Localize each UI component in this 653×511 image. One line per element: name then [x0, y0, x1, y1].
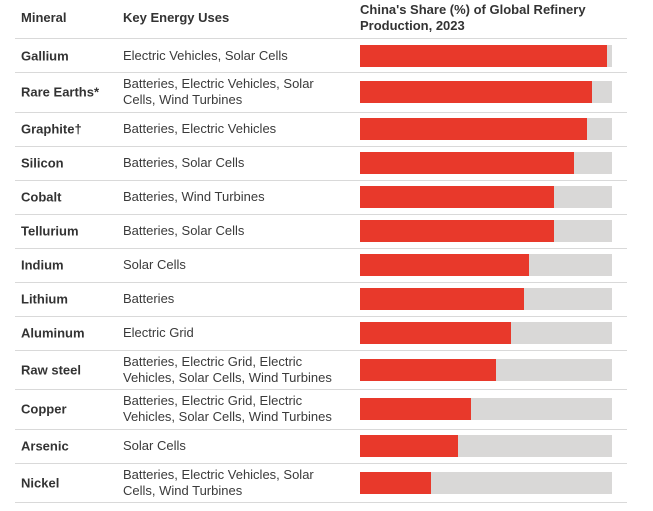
- table-row: Indium Solar Cells: [15, 249, 627, 283]
- mineral-name: Lithium: [21, 291, 68, 307]
- mineral-name: Graphite†: [21, 121, 82, 137]
- share-bar-track: [360, 81, 612, 104]
- share-bar-track: [360, 398, 612, 421]
- key-energy-uses: Batteries, Solar Cells: [123, 155, 245, 170]
- table-row: Raw steel Batteries, Electric Grid, Elect…: [15, 351, 627, 390]
- share-bar-track: [360, 152, 612, 174]
- mineral-name: Nickel: [21, 475, 60, 491]
- share-bar: [360, 152, 575, 174]
- share-bar: [360, 44, 607, 67]
- key-energy-uses: Electric Vehicles, Solar Cells: [123, 47, 288, 63]
- mineral-name: Aluminum: [21, 325, 85, 341]
- mineral-name: Rare Earths*: [21, 84, 100, 100]
- table-row: Cobalt Batteries, Wind Turbines: [15, 181, 627, 215]
- table-row: Aluminum Electric Grid: [15, 317, 627, 351]
- share-bar-track: [360, 220, 612, 242]
- table-header: Mineral Key Energy Uses China's Share (%…: [15, 0, 627, 39]
- mineral-name: Indium: [21, 257, 64, 273]
- share-bar: [360, 358, 497, 381]
- minerals-table: Mineral Key Energy Uses China's Share (%…: [15, 0, 627, 503]
- header-key-energy-uses: Key Energy Uses: [123, 10, 230, 25]
- key-energy-uses: Batteries, Electric Vehicles, Solar Cell…: [123, 76, 314, 108]
- header-mineral: Mineral: [21, 10, 67, 25]
- share-bar: [360, 81, 592, 104]
- key-energy-uses: Batteries, Solar Cells: [123, 223, 245, 238]
- table-row: Rare Earths* Batteries, Electric Vehicles…: [15, 73, 627, 113]
- table-row: Silicon Batteries, Solar Cells: [15, 147, 627, 181]
- table-body: Gallium Electric Vehicles, Solar Cells Rar…: [15, 39, 627, 503]
- table-row: Arsenic Solar Cells: [15, 430, 627, 464]
- mineral-name: Cobalt: [21, 189, 62, 205]
- table-row: Nickel Batteries, Electric Vehicles, Sola…: [15, 464, 627, 503]
- share-bar: [360, 220, 555, 242]
- share-bar-track: [360, 471, 612, 494]
- key-energy-uses: Batteries: [123, 291, 175, 306]
- key-energy-uses: Solar Cells: [123, 257, 186, 272]
- key-energy-uses: Batteries, Electric Vehicles, Solar Cell…: [123, 466, 314, 498]
- mineral-name: Silicon: [21, 155, 64, 171]
- share-bar: [360, 471, 431, 494]
- share-bar-track: [360, 288, 612, 310]
- share-bar: [360, 288, 524, 310]
- share-bar-track: [360, 254, 612, 276]
- key-energy-uses: Batteries, Electric Vehicles: [123, 121, 277, 136]
- mineral-name: Raw steel: [21, 362, 81, 378]
- table-row: Gallium Electric Vehicles, Solar Cells: [15, 39, 627, 73]
- key-energy-uses: Batteries, Electric Grid, Electric Vehic…: [123, 353, 332, 385]
- mineral-name: Tellurium: [21, 223, 79, 239]
- header-china-share: China's Share (%) of Global Refinery Pro…: [360, 2, 586, 33]
- share-bar: [360, 186, 555, 208]
- mineral-name: Arsenic: [21, 438, 69, 454]
- key-energy-uses: Batteries, Electric Grid, Electric Vehic…: [123, 393, 332, 425]
- key-energy-uses: Solar Cells: [123, 438, 186, 453]
- share-bar: [360, 435, 459, 457]
- share-bar: [360, 118, 587, 140]
- table-row: Graphite† Batteries, Electric Vehicles: [15, 113, 627, 147]
- share-bar: [360, 322, 512, 344]
- key-energy-uses: Electric Grid: [123, 325, 194, 340]
- table-row: Copper Batteries, Electric Grid, Electric…: [15, 390, 627, 430]
- mineral-name: Gallium: [21, 48, 69, 63]
- share-bar-track: [360, 44, 612, 67]
- share-bar-track: [360, 186, 612, 208]
- share-bar-track: [360, 118, 612, 140]
- key-energy-uses: Batteries, Wind Turbines: [123, 189, 265, 204]
- table-row: Lithium Batteries: [15, 283, 627, 317]
- share-bar-track: [360, 358, 612, 381]
- share-bar: [360, 398, 471, 421]
- share-bar: [360, 254, 529, 276]
- share-bar-track: [360, 322, 612, 344]
- share-bar-track: [360, 435, 612, 457]
- table-row: Tellurium Batteries, Solar Cells: [15, 215, 627, 249]
- mineral-name: Copper: [21, 401, 67, 417]
